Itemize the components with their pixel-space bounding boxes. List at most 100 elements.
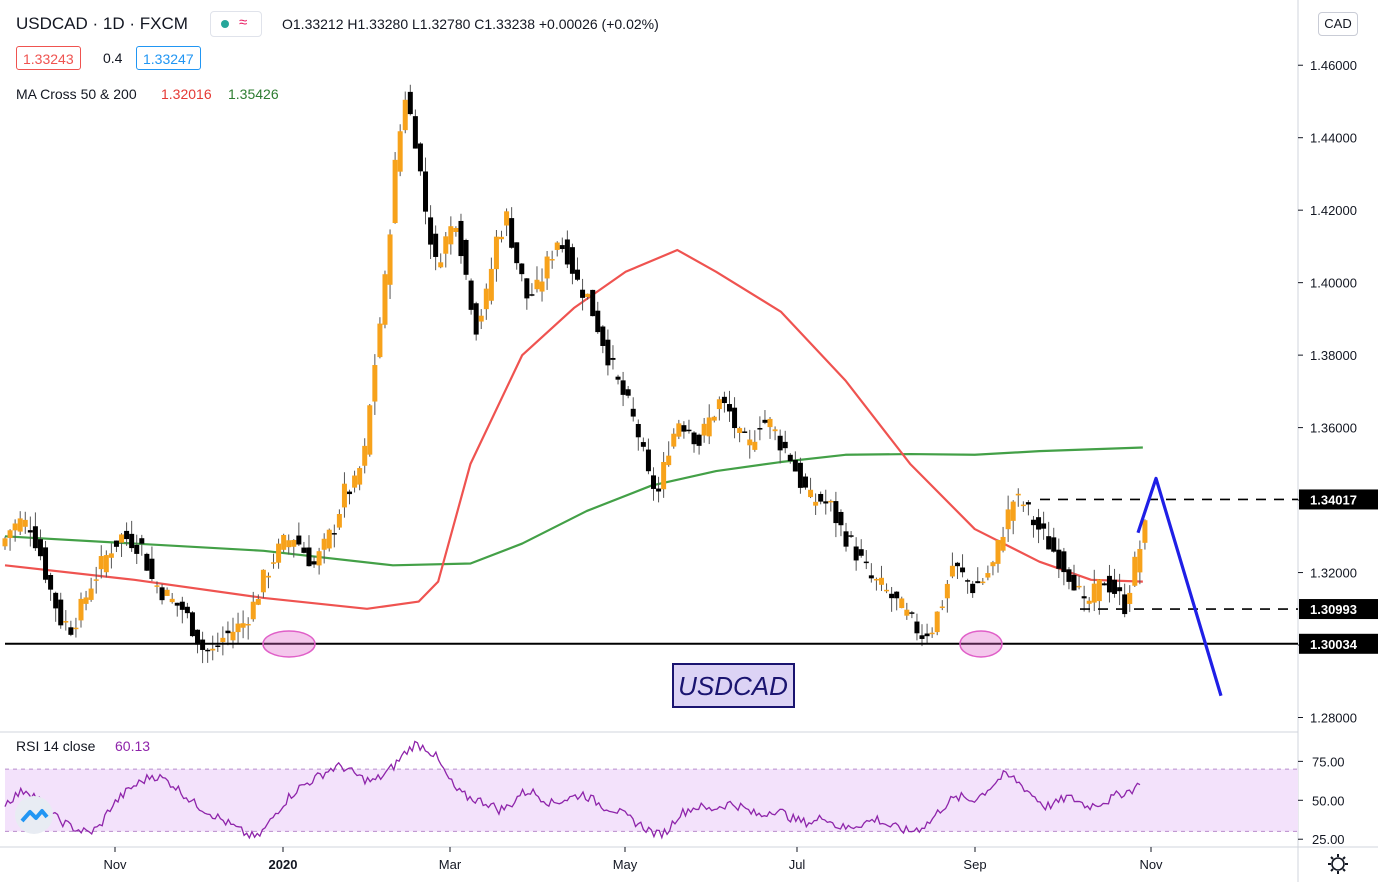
rsi-label[interactable]: RSI 14 close (16, 738, 96, 754)
buy-button[interactable]: 1.33247 (136, 46, 201, 70)
candle-body (129, 533, 135, 549)
candle-body (686, 429, 692, 432)
candle-body (387, 234, 393, 285)
candle-body (306, 547, 312, 567)
candle-body (22, 519, 28, 527)
candle-body (985, 573, 991, 578)
candle-body (433, 233, 439, 257)
price-tags: 1.34017 1.30993 1.30034 (1299, 489, 1378, 654)
candle-body (113, 540, 119, 547)
candle-body (519, 263, 525, 275)
candle-body (757, 428, 763, 430)
candle-body (970, 583, 976, 594)
candle-body (362, 445, 368, 466)
price-axis: 1.280001.300001.320001.340001.360001.380… (1298, 58, 1357, 726)
candle-body (448, 226, 454, 245)
price-tag-label: 1.30034 (1310, 637, 1358, 652)
candle-body (676, 423, 682, 437)
candle-body (255, 599, 261, 605)
candle-body (347, 491, 353, 495)
candle-body (103, 555, 109, 573)
currency-button[interactable]: CAD (1318, 12, 1358, 36)
candle-body (554, 242, 560, 250)
candle-body (402, 99, 408, 131)
time-tick-label: Sep (963, 857, 986, 872)
candle-body (1081, 596, 1087, 599)
candle-body (762, 419, 768, 423)
rsi-value: 60.13 (115, 738, 151, 754)
candle-body (1046, 536, 1052, 550)
candle-body (225, 630, 231, 634)
candle-body (696, 434, 702, 446)
candle-body (443, 236, 449, 254)
candle-body (645, 449, 651, 472)
candle-body (2, 538, 8, 547)
price-tag (1299, 489, 1378, 510)
candle-body (878, 577, 884, 585)
ma200-value: 1.35426 (228, 86, 279, 102)
candle-body (478, 315, 484, 322)
candle-body (924, 633, 930, 637)
symbol-annotation: USDCAD (672, 663, 795, 708)
candle-body (1025, 502, 1031, 505)
candle-body (742, 431, 748, 433)
candle-body (914, 621, 920, 634)
gear-icon[interactable] (1328, 854, 1348, 874)
status-dots[interactable]: ≈ (210, 11, 262, 37)
candle-body (468, 280, 474, 310)
candle-body (83, 597, 89, 604)
candle-body (792, 459, 798, 472)
ohlc-values: O1.33212 H1.33280 L1.32780 C1.33238 +0.0… (282, 16, 659, 32)
candle-body (701, 423, 707, 436)
candle-body (149, 558, 155, 579)
candle-body (1101, 583, 1107, 586)
price-tick-label: 1.28000 (1310, 711, 1357, 726)
candle-body (189, 612, 195, 637)
candle-body (230, 631, 236, 641)
candle-body (93, 579, 99, 581)
candle-body (1030, 519, 1036, 526)
candle-body (27, 530, 33, 533)
candle-body (975, 581, 981, 584)
candle-body (458, 220, 464, 257)
candle-body (326, 529, 332, 549)
candle-body (909, 612, 915, 614)
symbol-title[interactable]: USDCAD · 1D · FXCM (16, 14, 188, 33)
candle-body (1122, 594, 1128, 615)
time-tick-label: Nov (1139, 857, 1163, 872)
candle-body (423, 171, 429, 212)
candle-body (321, 538, 327, 550)
candle-body (1010, 501, 1016, 521)
candle-body (615, 376, 621, 380)
candle-body (195, 629, 201, 645)
candle-body (1056, 549, 1062, 569)
candle-body (737, 428, 743, 433)
candle-body (904, 609, 910, 616)
price-tick-label: 1.38000 (1310, 348, 1357, 363)
candle-body (43, 547, 49, 580)
candle-body (1005, 509, 1011, 530)
candle-body (438, 262, 444, 268)
candle-body (524, 278, 530, 299)
candle-body (868, 575, 874, 579)
candle-body (276, 543, 282, 563)
candle-body (139, 538, 145, 544)
candle-body (1020, 504, 1026, 507)
sell-button[interactable]: 1.33243 (16, 46, 81, 70)
candle-body (848, 535, 854, 537)
candle-body (291, 540, 297, 547)
wave-icon: ≈ (239, 14, 248, 31)
candle-body (706, 417, 712, 437)
time-tick-label: Nov (103, 857, 127, 872)
symbol-annotation-text: USDCAD (678, 671, 788, 701)
spread-value: 0.4 (103, 50, 123, 66)
candle-body (1127, 592, 1133, 604)
indicator-name[interactable]: MA Cross 50 & 200 (16, 86, 137, 102)
candle-body (863, 561, 869, 564)
candle-body (1036, 517, 1042, 530)
candle-body (980, 581, 986, 584)
candle-body (873, 578, 879, 581)
levels (5, 498, 1298, 658)
time-tick-label: May (613, 857, 638, 872)
